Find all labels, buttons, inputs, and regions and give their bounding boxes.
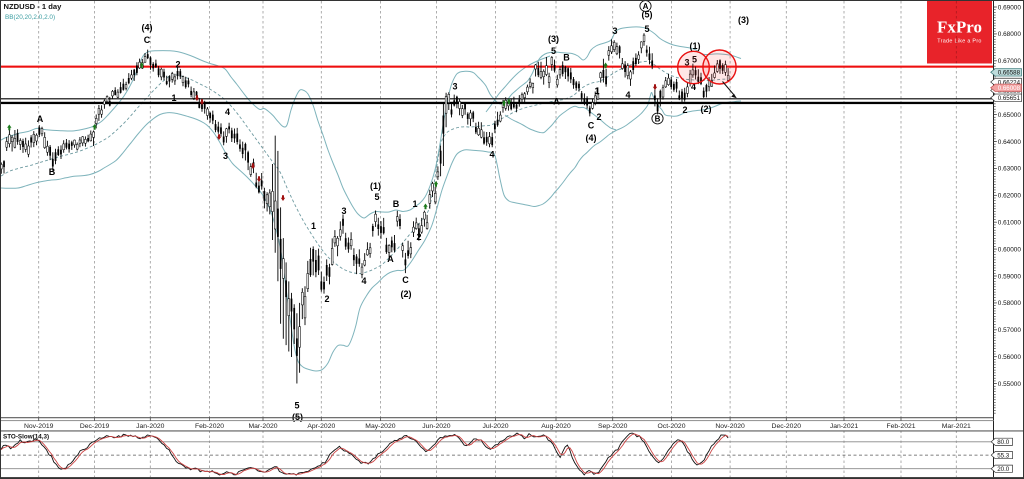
svg-text:0.64000: 0.64000 [998, 139, 1022, 146]
svg-text:B: B [49, 167, 56, 177]
svg-text:5: 5 [294, 401, 299, 411]
svg-text:A: A [37, 114, 44, 124]
svg-text:4: 4 [691, 82, 696, 92]
svg-text:May-2020: May-2020 [365, 423, 395, 430]
svg-text:80.0: 80.0 [997, 439, 1010, 446]
svg-text:2: 2 [175, 60, 180, 70]
svg-text:(5): (5) [292, 412, 303, 422]
svg-text:Dec-2020: Dec-2020 [772, 423, 802, 430]
svg-text:20.0: 20.0 [997, 466, 1010, 473]
svg-text:C: C [402, 275, 409, 285]
svg-text:0.61000: 0.61000 [998, 220, 1022, 227]
svg-text:2: 2 [416, 232, 421, 242]
svg-text:3: 3 [684, 58, 689, 68]
svg-text:5: 5 [644, 24, 649, 34]
svg-text:2: 2 [596, 112, 601, 122]
svg-text:4: 4 [225, 107, 230, 117]
svg-text:0.65000: 0.65000 [998, 112, 1022, 119]
svg-text:0.67000: 0.67000 [998, 58, 1022, 65]
svg-text:(4): (4) [142, 23, 153, 33]
svg-text:Nov-2020: Nov-2020 [715, 423, 745, 430]
svg-text:A: A [643, 2, 649, 11]
svg-text:Jun-2020: Jun-2020 [422, 423, 451, 430]
svg-text:4: 4 [361, 276, 366, 286]
svg-text:(2): (2) [401, 289, 412, 299]
svg-text:0.69000: 0.69000 [998, 4, 1022, 11]
svg-text:0.66008: 0.66008 [998, 85, 1021, 92]
svg-text:(1): (1) [690, 41, 701, 51]
svg-text:1: 1 [412, 199, 417, 209]
svg-text:1: 1 [171, 93, 176, 103]
svg-text:3: 3 [223, 151, 228, 161]
svg-text:0.68000: 0.68000 [998, 31, 1022, 38]
svg-text:Feb-2020: Feb-2020 [195, 423, 224, 430]
svg-text:Aug-2020: Aug-2020 [541, 423, 571, 430]
svg-text:(2): (2) [701, 104, 712, 114]
svg-text:0.62000: 0.62000 [998, 193, 1022, 200]
svg-text:(5): (5) [642, 10, 653, 20]
svg-text:Mar-2020: Mar-2020 [248, 423, 277, 430]
svg-text:A: A [553, 97, 560, 107]
svg-text:C: C [144, 35, 151, 45]
svg-text:0.55000: 0.55000 [998, 381, 1022, 388]
svg-text:B: B [563, 53, 570, 63]
svg-text:Apr-2020: Apr-2020 [307, 423, 335, 430]
svg-text:Trade Like a Pro: Trade Like a Pro [937, 39, 981, 45]
svg-text:0.66224: 0.66224 [998, 79, 1021, 86]
svg-text:Mar-2021: Mar-2021 [942, 423, 971, 430]
svg-text:3: 3 [452, 82, 457, 92]
svg-text:STO-Slow(14,3): STO-Slow(14,3) [3, 434, 49, 441]
svg-text:1: 1 [594, 86, 599, 96]
svg-text:5: 5 [692, 55, 697, 65]
svg-text:Nov-2019: Nov-2019 [24, 423, 54, 430]
svg-text:0.63000: 0.63000 [998, 166, 1022, 173]
svg-text:0.65651: 0.65651 [998, 95, 1021, 102]
svg-text:Dec-2019: Dec-2019 [80, 423, 110, 430]
svg-text:55.3: 55.3 [997, 452, 1010, 459]
svg-text:0.58000: 0.58000 [998, 300, 1022, 307]
svg-text:Feb-2021: Feb-2021 [886, 423, 915, 430]
svg-text:2: 2 [324, 294, 329, 304]
svg-text:Jul-2020: Jul-2020 [482, 423, 508, 430]
svg-text:B: B [393, 199, 400, 209]
svg-text:(4): (4) [586, 133, 597, 143]
svg-text:FxPro: FxPro [937, 18, 982, 37]
svg-text:Oct-2020: Oct-2020 [658, 423, 686, 430]
svg-text:5: 5 [374, 192, 379, 202]
svg-text:0.56000: 0.56000 [998, 354, 1022, 361]
svg-text:4: 4 [489, 150, 494, 160]
svg-text:B: B [655, 114, 661, 123]
svg-text:0.59000: 0.59000 [998, 273, 1022, 280]
svg-text:3: 3 [341, 206, 346, 216]
svg-text:(3): (3) [738, 15, 749, 25]
svg-text:C: C [588, 121, 595, 131]
svg-text:0.66588: 0.66588 [998, 70, 1021, 77]
svg-text:Sep-2020: Sep-2020 [598, 423, 628, 430]
svg-text:0.57000: 0.57000 [998, 327, 1022, 334]
svg-text:NZDUSD - 1 day: NZDUSD - 1 day [4, 2, 63, 11]
svg-text:0.60000: 0.60000 [998, 246, 1022, 253]
svg-text:BB(20,20,2.0,2.0): BB(20,20,2.0,2.0) [5, 14, 55, 21]
svg-text:Jan-2020: Jan-2020 [136, 423, 165, 430]
svg-text:(1): (1) [370, 181, 381, 191]
svg-text:1: 1 [311, 221, 316, 231]
svg-text:3: 3 [612, 26, 617, 36]
svg-text:4: 4 [625, 90, 630, 100]
svg-text:Jan-2021: Jan-2021 [830, 423, 859, 430]
svg-text:5: 5 [551, 46, 556, 56]
svg-text:2: 2 [682, 105, 687, 115]
svg-text:(3): (3) [548, 34, 559, 44]
svg-text:A: A [387, 254, 394, 264]
